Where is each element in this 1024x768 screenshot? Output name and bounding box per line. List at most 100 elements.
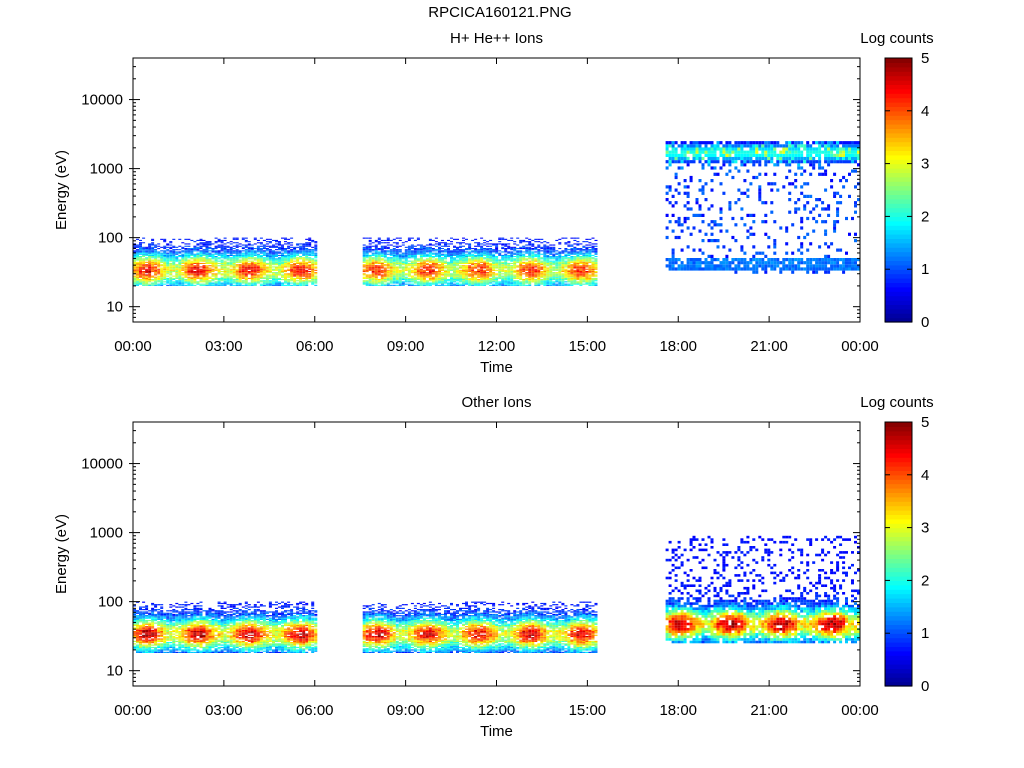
spectrogram-cell [752, 245, 756, 249]
spectrogram-cell [480, 249, 484, 251]
spectrogram-cell [383, 283, 387, 285]
spectrogram-cell [374, 260, 378, 262]
spectrogram-cell [531, 254, 535, 256]
spectrogram-cell [148, 275, 152, 277]
spectrogram-cell [151, 244, 155, 246]
spectrogram-cell [380, 259, 384, 261]
spectrogram-cell [377, 260, 381, 262]
spectrogram-cell [410, 245, 414, 247]
spectrogram-cell [516, 261, 520, 263]
spectrogram-cell [591, 277, 595, 279]
spectrogram-cell [178, 269, 182, 271]
spectrogram-cell [281, 271, 284, 273]
spectrogram-cell [223, 248, 227, 250]
spectrogram-cell [314, 275, 318, 277]
spectrogram-cell [169, 277, 173, 279]
spectrogram-cell [585, 271, 589, 273]
spectrogram-cell [377, 241, 381, 243]
spectrogram-cell [272, 268, 275, 270]
spectrogram-cell [208, 269, 212, 271]
spectrogram-cell [166, 262, 170, 264]
spectrogram-cell [169, 282, 173, 284]
spectrogram-cell [308, 260, 312, 262]
spectrogram-cell [395, 246, 399, 248]
spectrogram-cell [166, 266, 170, 268]
spectrogram-cell [238, 284, 242, 286]
spectrogram-cell [371, 277, 375, 279]
spectrogram-cell [383, 248, 387, 250]
spectrogram-cell [287, 282, 291, 284]
spectrogram-cell [737, 198, 741, 202]
spectrogram-cell [438, 266, 441, 268]
spectrogram-cell [567, 261, 571, 263]
spectrogram-cell [585, 280, 589, 282]
spectrogram-cell [244, 261, 248, 263]
spectrogram-cell [299, 269, 303, 271]
spectrogram-cell [416, 265, 420, 267]
spectrogram-cell [380, 279, 384, 281]
spectrogram-cell [438, 257, 441, 259]
spectrogram-cell [362, 252, 366, 254]
spectrogram-cell [453, 252, 456, 254]
spectrogram-cell [441, 257, 444, 259]
spectrogram-cell [296, 273, 300, 275]
spectrogram-cell [244, 274, 248, 276]
spectrogram-cell [758, 185, 762, 189]
spectrogram-cell [480, 257, 484, 259]
spectrogram-cell [287, 250, 291, 252]
spectrogram-cell [232, 276, 236, 278]
spectrogram-cell [371, 250, 375, 252]
spectrogram-cell [311, 267, 315, 269]
spectrogram-cell [570, 256, 574, 258]
spectrogram-cell [253, 272, 257, 274]
spectrogram-cell [540, 246, 544, 248]
spectrogram-cell [157, 254, 161, 256]
spectrogram-cell [434, 237, 438, 239]
spectrogram-cell [259, 264, 263, 266]
spectrogram-cell [157, 276, 161, 278]
spectrogram-cell [199, 256, 203, 258]
spectrogram-cell [522, 261, 526, 263]
spectrogram-cell [244, 237, 248, 239]
spectrogram-cell [576, 276, 580, 278]
spectrogram-cell [465, 257, 468, 259]
spectrogram-cell [229, 275, 233, 277]
spectrogram-cell [438, 250, 441, 252]
spectrogram-cell [431, 262, 435, 264]
spectrogram-cell [368, 274, 372, 276]
spectrogram-cell [244, 253, 248, 255]
spectrogram-cell [314, 244, 318, 246]
spectrogram-cell [401, 258, 405, 260]
spectrogram-cell [419, 275, 423, 277]
spectrogram-cell [567, 281, 571, 283]
spectrogram-cell [148, 260, 152, 262]
spectrogram-cell [504, 283, 508, 285]
spectrogram-cell [166, 284, 170, 286]
spectrogram-cell [214, 281, 218, 283]
spectrogram-cell [193, 266, 197, 268]
spectrogram-cell [172, 279, 176, 281]
spectrogram-cell [205, 284, 209, 286]
spectrogram-cell [564, 271, 568, 273]
spectrogram-cell [371, 272, 375, 274]
spectrogram-cell [305, 251, 309, 253]
spectrogram-cell [386, 246, 390, 248]
spectrogram-cell [579, 273, 583, 275]
spectrogram-cell [489, 258, 493, 260]
spectrogram-cell [558, 243, 562, 245]
spectrogram-cell [671, 153, 675, 157]
spectrogram-cell [516, 254, 520, 256]
spectrogram-cell [169, 260, 173, 262]
spectrogram-cell [686, 144, 690, 148]
spectrogram-cell [223, 262, 227, 264]
spectrogram-cell [462, 272, 465, 274]
spectrogram-cell [725, 172, 729, 176]
spectrogram-cell [163, 251, 167, 253]
spectrogram-cell [290, 273, 294, 275]
spectrogram-cell [585, 275, 589, 277]
spectrogram-cell [145, 280, 149, 282]
spectrogram-cell [686, 201, 690, 205]
spectrogram-cell [238, 265, 242, 267]
spectrogram-cell [362, 246, 366, 248]
spectrogram-cell [689, 207, 693, 211]
